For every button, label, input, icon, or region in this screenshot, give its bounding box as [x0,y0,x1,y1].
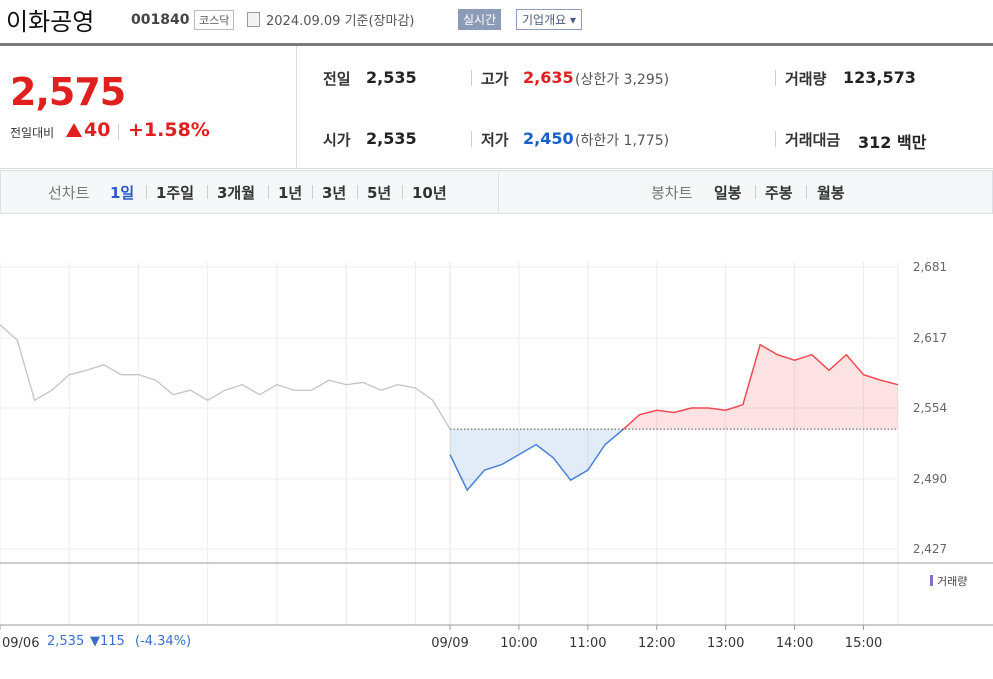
y-tick-label: 2,554 [913,401,947,415]
x-tick-label: 12:00 [638,636,675,651]
x-tick-label: 09/06 [2,636,39,651]
market-badge: 코스닥 [194,10,235,30]
legend-label: 거래량 [937,575,967,588]
stock-code: 001840 [131,12,190,28]
separator [268,185,269,199]
stat-value: 312 백만 [858,133,927,152]
x-tick-label: 14:00 [776,636,813,651]
separator [498,171,499,213]
company-label: 기업개요 [522,13,567,27]
stat-value: 2,535 [366,129,417,148]
stat-value: 2,535 [366,68,417,87]
separator [471,70,472,86]
separator [402,185,403,199]
up-icon [66,123,82,137]
stock-name: 이화공영 [6,8,95,36]
company-button[interactable]: 기업개요 ▾ [516,9,583,30]
price-panel [0,46,297,169]
tab[interactable]: 1주일 [156,184,195,202]
y-tick-label: 2,490 [913,472,947,486]
up-area [450,344,898,430]
base-date: 2024.09.09 기준(장마감) [266,14,415,29]
tab[interactable]: 5년 [367,184,392,202]
change-label: 전일대비 [10,126,55,140]
chart: 2,427 2,490 2,554 2,617 2,681 거래량 09/06 09/09 10… [0,260,993,651]
tab[interactable]: 1년 [278,184,303,202]
x-tick-label: 15:00 [845,636,882,651]
separator [775,131,776,147]
chart-tabs [0,170,993,214]
up-line [622,343,899,430]
change-rate: +1.58% [128,119,210,141]
tab[interactable]: 일봉 [714,184,742,202]
tab[interactable]: 월봉 [817,184,845,202]
stat-value: 2,635 [523,68,574,87]
stat-label: 고가 [481,70,509,88]
tab[interactable]: 10년 [412,184,447,202]
stat-label: 저가 [481,131,509,149]
calendar-icon [247,12,260,27]
realtime-button[interactable]: 실시간 [458,9,502,30]
legend-swatch [930,575,933,586]
prev-rate: (-4.34%) [135,634,192,649]
current-price: 2,575 [10,70,126,114]
x-tick-label: 10:00 [500,636,537,651]
change: 40 [84,119,111,141]
tab[interactable]: 1일 [110,184,135,202]
x-tick-label: 09/09 [431,636,468,651]
prev-day-line [0,324,451,430]
stat-limit: (상한가 3,295) [575,72,670,88]
stat-label: 거래대금 [785,131,841,149]
tab-group-label: 봉차트 [651,184,693,202]
tab[interactable]: 주봉 [765,184,793,202]
tab-group-label: 선차트 [48,184,90,202]
y-tick-label: 2,427 [913,542,947,556]
y-tick-label: 2,681 [913,260,947,274]
header-divider [0,43,993,46]
stat-label: 전일 [323,70,351,88]
stats-panel [297,46,993,169]
down-line [449,429,625,492]
separator [146,185,147,199]
prev-change: ▼115 [90,634,125,649]
stat-limit: (하한가 1,775) [575,133,670,149]
x-tick-label: 11:00 [569,636,606,651]
down-area [450,429,624,491]
y-tick-label: 2,617 [913,331,947,345]
separator [775,70,776,86]
stat-value: 2,450 [523,129,574,148]
separator [755,185,756,199]
separator [471,131,472,147]
stat-label: 시가 [323,131,351,149]
x-tick-label: 13:00 [707,636,744,651]
prev-close: 2,535 [47,634,85,649]
stat-label: 거래량 [785,70,827,88]
stat-value: 123,573 [843,68,916,87]
separator [312,185,313,199]
separator [118,124,119,140]
tab[interactable]: 3년 [322,184,347,202]
prev-change-value: 115 [100,634,125,649]
separator [357,185,358,199]
separator [207,185,208,199]
separator [806,185,807,199]
tab[interactable]: 3개월 [217,184,256,202]
